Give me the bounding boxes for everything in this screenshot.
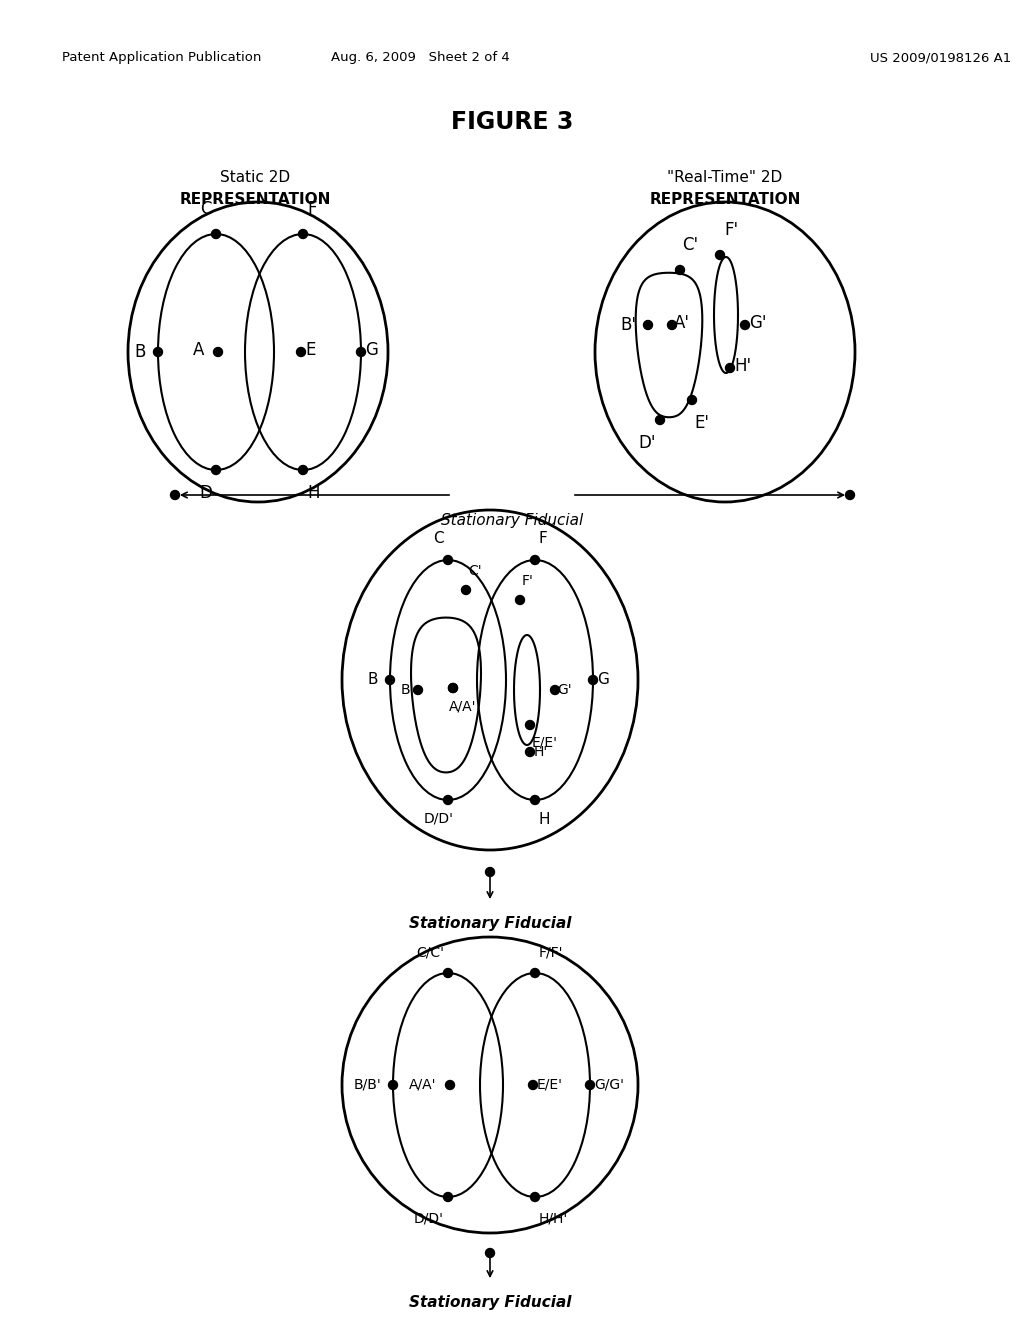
Text: F': F' [724, 220, 738, 239]
Circle shape [716, 251, 725, 260]
Text: G: G [365, 341, 378, 359]
Circle shape [530, 556, 540, 565]
Text: G: G [597, 672, 609, 688]
Circle shape [414, 685, 423, 694]
Text: D: D [199, 484, 212, 502]
Text: A': A' [674, 314, 690, 333]
Text: B/B': B/B' [353, 1078, 381, 1092]
Text: E': E' [694, 414, 709, 432]
Circle shape [443, 556, 453, 565]
Circle shape [356, 347, 366, 356]
Circle shape [154, 347, 163, 356]
Circle shape [528, 1081, 538, 1089]
Circle shape [171, 491, 179, 499]
Circle shape [551, 685, 559, 694]
Text: REPRESENTATION: REPRESENTATION [179, 193, 331, 207]
Circle shape [462, 586, 470, 594]
Circle shape [445, 1081, 455, 1089]
Text: B': B' [620, 315, 636, 334]
Circle shape [388, 1081, 397, 1089]
Text: REPRESENTATION: REPRESENTATION [649, 193, 801, 207]
Text: D': D' [639, 434, 656, 451]
Text: C: C [201, 201, 212, 218]
Text: Stationary Fiducial: Stationary Fiducial [409, 916, 571, 931]
Text: B': B' [400, 682, 414, 697]
Circle shape [212, 230, 220, 239]
Text: F': F' [522, 574, 534, 587]
Circle shape [449, 684, 458, 693]
Text: Stationary Fiducial: Stationary Fiducial [409, 1295, 571, 1309]
Circle shape [530, 969, 540, 978]
Circle shape [299, 230, 307, 239]
Text: D/D': D/D' [424, 812, 454, 826]
Circle shape [212, 466, 220, 474]
Text: B: B [368, 672, 378, 688]
Circle shape [525, 747, 535, 756]
Circle shape [385, 676, 394, 685]
Circle shape [586, 1081, 595, 1089]
Text: F: F [539, 531, 548, 546]
Text: C/C': C/C' [416, 945, 444, 960]
Text: H/H': H/H' [539, 1210, 568, 1225]
Circle shape [299, 466, 307, 474]
Text: E/E': E/E' [532, 735, 558, 748]
Text: H: H [307, 484, 319, 502]
Circle shape [525, 721, 535, 730]
Text: Stationary Fiducial: Stationary Fiducial [441, 513, 583, 528]
Circle shape [485, 867, 495, 876]
Text: H': H' [534, 744, 548, 759]
Circle shape [687, 396, 696, 404]
Circle shape [589, 676, 597, 685]
Text: C': C' [682, 236, 698, 253]
Text: H': H' [734, 356, 752, 375]
Text: F/F': F/F' [539, 945, 563, 960]
Text: FIGURE 3: FIGURE 3 [451, 110, 573, 135]
Circle shape [443, 1192, 453, 1201]
Circle shape [443, 969, 453, 978]
Circle shape [846, 491, 854, 499]
Text: A/A': A/A' [449, 700, 476, 714]
Text: B: B [134, 343, 146, 360]
Circle shape [725, 363, 734, 372]
Text: G': G' [557, 682, 571, 697]
Text: G': G' [749, 314, 767, 333]
Text: Aug. 6, 2009   Sheet 2 of 4: Aug. 6, 2009 Sheet 2 of 4 [331, 51, 509, 65]
Circle shape [530, 796, 540, 804]
Text: A: A [193, 341, 204, 359]
Text: Patent Application Publication: Patent Application Publication [62, 51, 261, 65]
Circle shape [676, 265, 684, 275]
Circle shape [655, 416, 665, 425]
Circle shape [643, 321, 652, 330]
Circle shape [668, 321, 677, 330]
Text: Static 2D: Static 2D [220, 170, 290, 186]
Text: "Real-Time" 2D: "Real-Time" 2D [668, 170, 782, 186]
Circle shape [740, 321, 750, 330]
Text: E: E [305, 341, 315, 359]
Circle shape [297, 347, 305, 356]
Text: C': C' [468, 564, 481, 578]
Text: A/A': A/A' [409, 1078, 436, 1092]
Text: D/D': D/D' [414, 1210, 444, 1225]
Circle shape [485, 1249, 495, 1258]
Text: E/E': E/E' [537, 1078, 563, 1092]
Text: C: C [433, 531, 444, 546]
Text: G/G': G/G' [594, 1078, 624, 1092]
Text: F: F [307, 201, 316, 218]
Circle shape [530, 1192, 540, 1201]
Text: H: H [539, 812, 551, 828]
Circle shape [213, 347, 222, 356]
Text: US 2009/0198126 A1: US 2009/0198126 A1 [870, 51, 1012, 65]
Circle shape [449, 684, 458, 693]
Circle shape [443, 796, 453, 804]
Circle shape [515, 595, 524, 605]
